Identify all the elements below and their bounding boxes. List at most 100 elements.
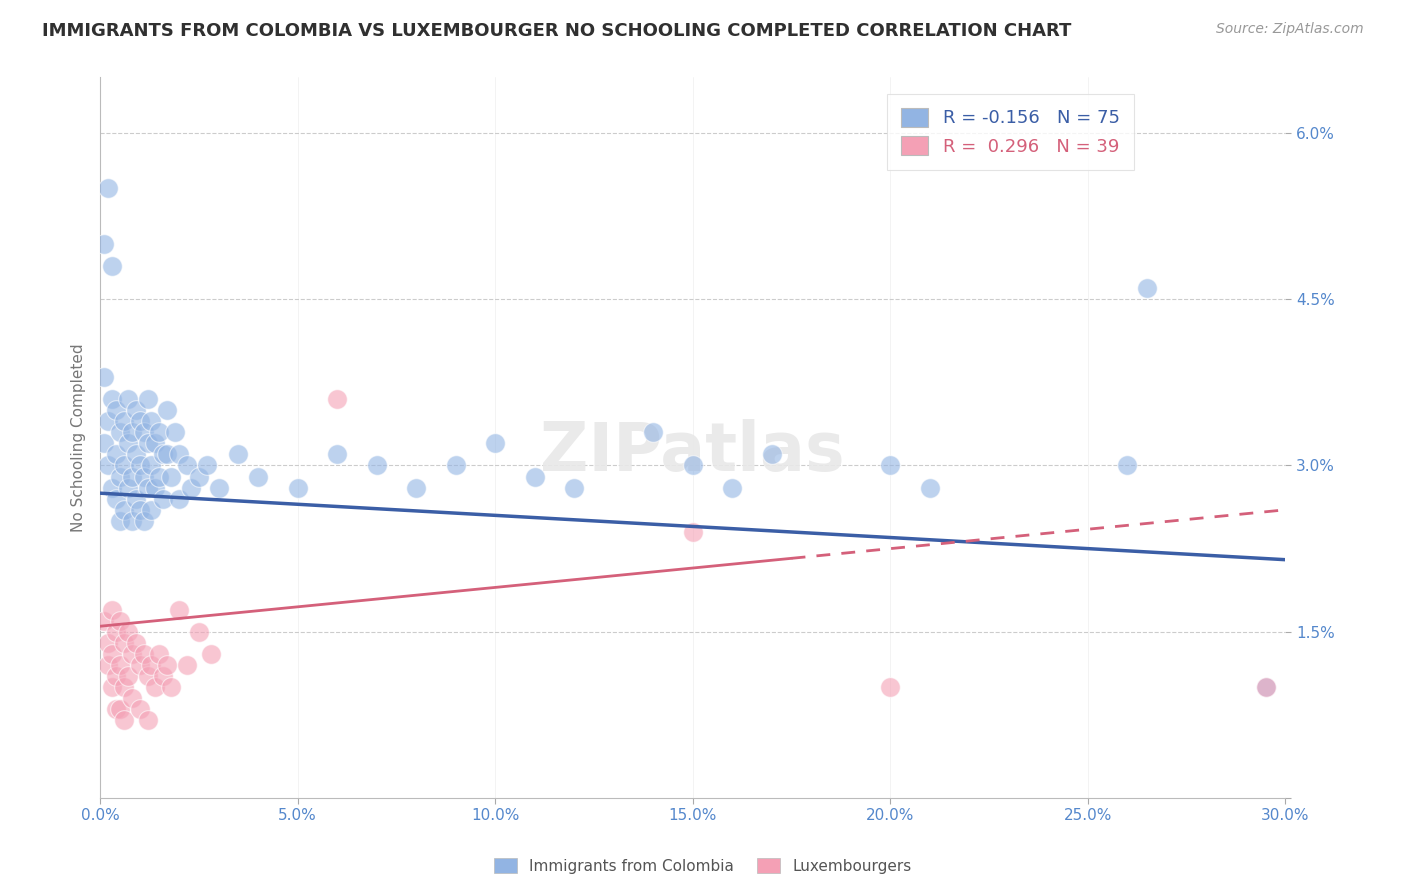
Y-axis label: No Schooling Completed: No Schooling Completed (72, 343, 86, 532)
Point (287, 481, 309, 495)
Point (128, 414, 150, 428)
Point (128, 702, 150, 716)
Point (101, 602, 124, 616)
Text: ZIPatlas: ZIPatlas (540, 419, 845, 485)
Point (523, 469, 546, 483)
Point (187, 469, 209, 483)
Point (918, 481, 941, 495)
Point (1116, 458, 1139, 473)
Point (125, 491, 148, 506)
Point (108, 702, 131, 716)
Point (132, 514, 155, 528)
Point (721, 481, 744, 495)
Point (104, 403, 127, 417)
Point (176, 458, 198, 473)
Point (117, 624, 139, 639)
Point (97, 636, 120, 650)
Point (136, 714, 159, 728)
Legend: Immigrants from Colombia, Luxembourgers: Immigrants from Colombia, Luxembourgers (488, 852, 918, 880)
Point (108, 514, 131, 528)
Point (101, 680, 124, 694)
Point (93, 436, 115, 450)
Point (132, 647, 155, 661)
Point (879, 458, 901, 473)
Point (228, 447, 250, 461)
Point (112, 414, 135, 428)
Point (101, 392, 124, 406)
Point (167, 602, 190, 616)
Point (136, 392, 159, 406)
Point (121, 425, 143, 440)
Point (121, 691, 143, 706)
Point (326, 447, 349, 461)
Point (141, 458, 163, 473)
Point (97, 658, 120, 673)
Point (117, 481, 139, 495)
Point (104, 447, 127, 461)
Point (141, 658, 163, 673)
Point (148, 647, 170, 661)
Text: IMMIGRANTS FROM COLOMBIA VS LUXEMBOURGER NO SCHOOLING COMPLETED CORRELATION CHAR: IMMIGRANTS FROM COLOMBIA VS LUXEMBOURGER… (42, 22, 1071, 40)
Point (152, 669, 174, 683)
Point (132, 425, 155, 440)
Point (117, 436, 139, 450)
Point (104, 491, 127, 506)
Point (1136, 281, 1159, 295)
Point (132, 469, 155, 483)
Point (160, 469, 183, 483)
Point (101, 481, 124, 495)
Point (93, 236, 115, 251)
Point (156, 658, 179, 673)
Point (195, 458, 218, 473)
Point (326, 392, 349, 406)
Point (112, 680, 135, 694)
Point (125, 447, 148, 461)
Point (97, 458, 120, 473)
Point (152, 447, 174, 461)
Point (165, 425, 187, 440)
Point (761, 447, 783, 461)
Point (108, 425, 131, 440)
Point (167, 491, 190, 506)
Point (148, 469, 170, 483)
Point (141, 414, 163, 428)
Point (104, 702, 127, 716)
Point (187, 624, 209, 639)
Point (141, 503, 163, 517)
Point (93, 369, 115, 384)
Point (121, 514, 143, 528)
Point (145, 481, 167, 495)
Point (148, 425, 170, 440)
Point (108, 658, 131, 673)
Legend: R = -0.156   N = 75, R =  0.296   N = 39: R = -0.156 N = 75, R = 0.296 N = 39 (887, 94, 1135, 170)
Point (879, 680, 901, 694)
Point (93, 614, 115, 628)
Point (643, 425, 665, 440)
Point (101, 259, 124, 273)
Point (208, 481, 231, 495)
Point (484, 436, 506, 450)
Point (180, 481, 202, 495)
Point (152, 491, 174, 506)
Point (117, 392, 139, 406)
Point (125, 403, 148, 417)
Point (156, 447, 179, 461)
Point (682, 458, 704, 473)
Point (112, 503, 135, 517)
Point (200, 647, 222, 661)
Point (682, 524, 704, 539)
Point (176, 658, 198, 673)
Point (97, 181, 120, 195)
Point (125, 636, 148, 650)
Point (366, 458, 388, 473)
Point (405, 481, 427, 495)
Point (145, 680, 167, 694)
Point (97, 414, 120, 428)
Point (444, 458, 467, 473)
Point (1254, 680, 1277, 694)
Point (117, 669, 139, 683)
Point (1254, 680, 1277, 694)
Point (101, 647, 124, 661)
Point (108, 614, 131, 628)
Text: Source: ZipAtlas.com: Source: ZipAtlas.com (1216, 22, 1364, 37)
